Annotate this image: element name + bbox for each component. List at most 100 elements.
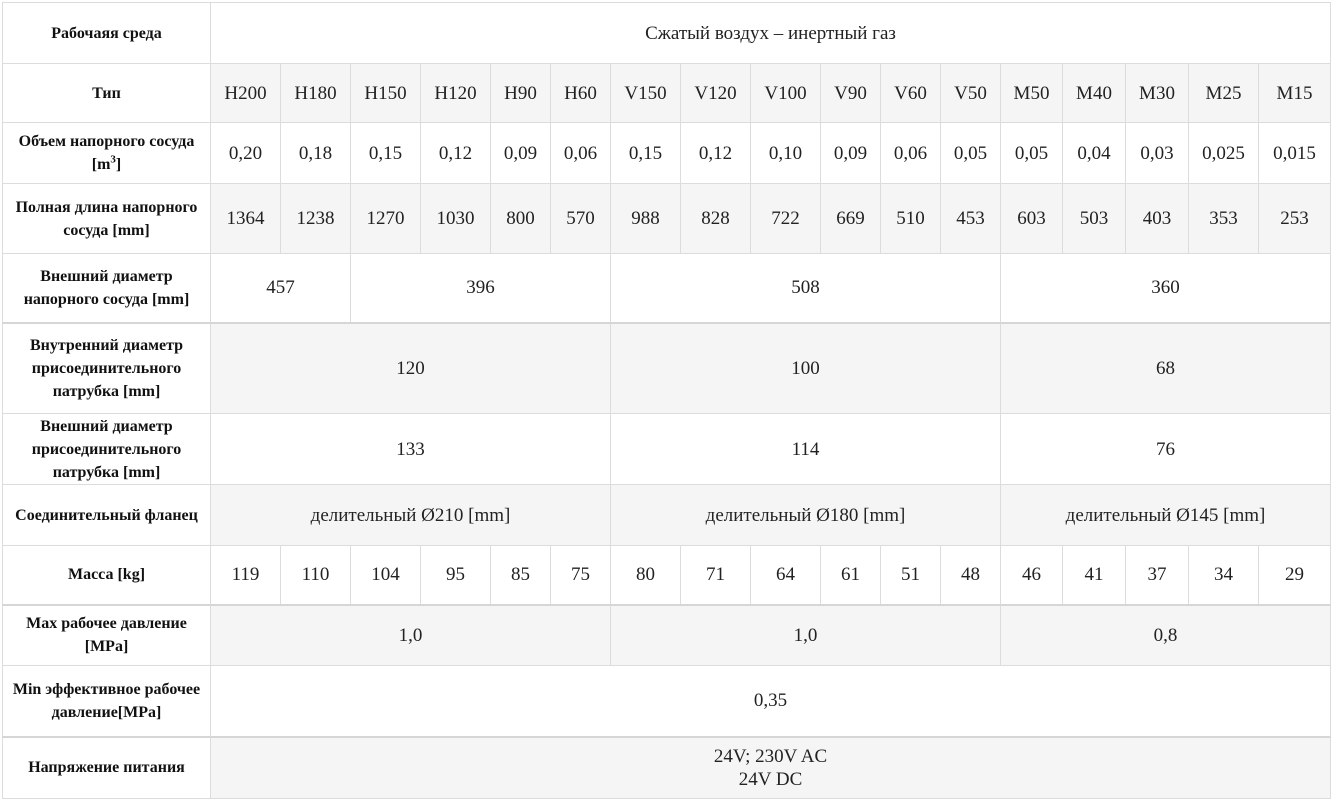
mass-cell: 34 xyxy=(1188,545,1259,606)
volume-cell: 0,15 xyxy=(350,122,421,184)
volume-cell: 0,15 xyxy=(610,122,681,184)
type-cell: M25 xyxy=(1188,63,1259,123)
length-cell: 828 xyxy=(680,183,751,254)
outer-nozzle-cell: 133 xyxy=(210,413,611,485)
type-cell: H120 xyxy=(420,63,491,123)
type-cell: V90 xyxy=(820,63,881,123)
voltage-line-1: 24V; 230V AC xyxy=(713,745,828,767)
row-header-voltage: Напряжение питания xyxy=(2,736,211,799)
inner-nozzle-cell: 120 xyxy=(210,322,611,414)
row-header-volume: Объем напорного сосуда [m3] xyxy=(2,122,211,184)
mass-cell: 41 xyxy=(1062,545,1126,606)
voltage-cell: 24V; 230V AC 24V DC xyxy=(209,736,1332,799)
mass-cell: 64 xyxy=(750,545,821,606)
type-cell: H200 xyxy=(210,63,281,123)
outer-diameter-cell: 360 xyxy=(999,253,1332,324)
row-flange: Соединительный фланец делительный Ø210 [… xyxy=(2,484,1332,546)
mass-cell: 104 xyxy=(350,545,421,606)
volume-cell: 0,12 xyxy=(420,122,491,184)
type-cell: V60 xyxy=(880,63,941,123)
flange-cell: делительный Ø180 [mm] xyxy=(610,484,1001,546)
volume-cell: 0,06 xyxy=(550,122,611,184)
length-cell: 1364 xyxy=(210,183,281,254)
row-header-min-pressure: Min эффективное рабочее давление[MPa] xyxy=(2,665,211,738)
type-cell: M30 xyxy=(1125,63,1189,123)
volume-cell: 0,10 xyxy=(750,122,821,184)
volume-header-exponent: 3 xyxy=(110,153,116,166)
type-cell: M15 xyxy=(1257,63,1332,123)
length-cell: 503 xyxy=(1062,183,1126,254)
type-cell: H180 xyxy=(280,63,351,123)
length-cell: 453 xyxy=(940,183,1001,254)
length-cell: 1270 xyxy=(350,183,421,254)
mass-cell: 95 xyxy=(420,545,491,606)
type-cell: H90 xyxy=(490,63,551,123)
inner-nozzle-cell: 100 xyxy=(610,322,1001,414)
volume-cell: 0,18 xyxy=(280,122,351,184)
mass-cell: 48 xyxy=(940,545,1001,606)
row-medium: Рабочаяя среда Сжатый воздух – инертный … xyxy=(2,2,1332,64)
mass-cell: 85 xyxy=(490,545,551,606)
length-cell: 510 xyxy=(880,183,941,254)
volume-cell: 0,025 xyxy=(1188,122,1259,184)
length-cell: 403 xyxy=(1125,183,1189,254)
outer-nozzle-cell: 76 xyxy=(999,413,1332,485)
length-cell: 353 xyxy=(1188,183,1259,254)
medium-value: Сжатый воздух – инертный газ xyxy=(209,2,1332,64)
max-pressure-cell: 1,0 xyxy=(610,604,1001,666)
row-outer-nozzle: Внешний диаметр присоединительного патру… xyxy=(2,413,1332,485)
length-cell: 722 xyxy=(750,183,821,254)
mass-cell: 51 xyxy=(880,545,941,606)
outer-diameter-cell: 457 xyxy=(210,253,351,324)
row-header-mass: Масса [kg] xyxy=(2,545,211,606)
mass-cell: 29 xyxy=(1257,545,1332,606)
volume-cell: 0,09 xyxy=(490,122,551,184)
length-cell: 1238 xyxy=(280,183,351,254)
inner-nozzle-cell: 68 xyxy=(999,322,1332,414)
type-cell: M40 xyxy=(1062,63,1126,123)
row-volume: Объем напорного сосуда [m3] 0,20 0,18 0,… xyxy=(2,122,1332,184)
length-cell: 669 xyxy=(820,183,881,254)
row-voltage: Напряжение питания 24V; 230V AC 24V DC xyxy=(2,736,1332,799)
length-cell: 1030 xyxy=(420,183,491,254)
type-cell: V100 xyxy=(750,63,821,123)
outer-diameter-cell: 508 xyxy=(610,253,1001,324)
flange-cell: делительный Ø145 [mm] xyxy=(999,484,1332,546)
volume-cell: 0,03 xyxy=(1125,122,1189,184)
volume-header-close: ] xyxy=(115,156,122,173)
type-cell: M50 xyxy=(1000,63,1063,123)
row-header-outer-nozzle: Внешний диаметр присоединительного патру… xyxy=(2,413,211,485)
mass-cell: 61 xyxy=(820,545,881,606)
row-type: Тип H200 H180 H150 H120 H90 H60 V150 V12… xyxy=(2,63,1332,123)
outer-diameter-cell: 396 xyxy=(350,253,611,324)
volume-cell: 0,09 xyxy=(820,122,881,184)
type-cell: H150 xyxy=(350,63,421,123)
mass-cell: 75 xyxy=(550,545,611,606)
mass-cell: 37 xyxy=(1125,545,1189,606)
row-header-length: Полная длина напорного сосуда [mm] xyxy=(2,183,211,254)
volume-cell: 0,04 xyxy=(1062,122,1126,184)
row-max-pressure: Max рабочее давление [MPa] 1,0 1,0 0,8 xyxy=(2,604,1332,666)
volume-cell: 0,20 xyxy=(210,122,281,184)
max-pressure-cell: 1,0 xyxy=(210,604,611,666)
row-header-max-pressure: Max рабочее давление [MPa] xyxy=(2,604,211,666)
row-header-type: Тип xyxy=(2,63,211,123)
length-cell: 603 xyxy=(1000,183,1063,254)
row-length: Полная длина напорного сосуда [mm] 1364 … xyxy=(2,183,1332,254)
type-cell: V50 xyxy=(940,63,1001,123)
length-cell: 988 xyxy=(610,183,681,254)
length-cell: 570 xyxy=(550,183,611,254)
volume-cell: 0,06 xyxy=(880,122,941,184)
row-header-outer-diameter: Внешний диаметр напорного сосуда [mm] xyxy=(2,253,211,324)
mass-cell: 80 xyxy=(610,545,681,606)
mass-cell: 46 xyxy=(1000,545,1063,606)
row-mass: Масса [kg] 119 110 104 95 85 75 80 71 64… xyxy=(2,545,1332,606)
row-outer-diameter: Внешний диаметр напорного сосуда [mm] 45… xyxy=(2,253,1332,324)
volume-cell: 0,05 xyxy=(1000,122,1063,184)
min-pressure-cell: 0,35 xyxy=(209,665,1332,738)
volume-cell: 0,015 xyxy=(1257,122,1332,184)
length-cell: 253 xyxy=(1257,183,1332,254)
voltage-line-2: 24V DC xyxy=(738,768,803,790)
row-header-flange: Соединительный фланец xyxy=(2,484,211,546)
